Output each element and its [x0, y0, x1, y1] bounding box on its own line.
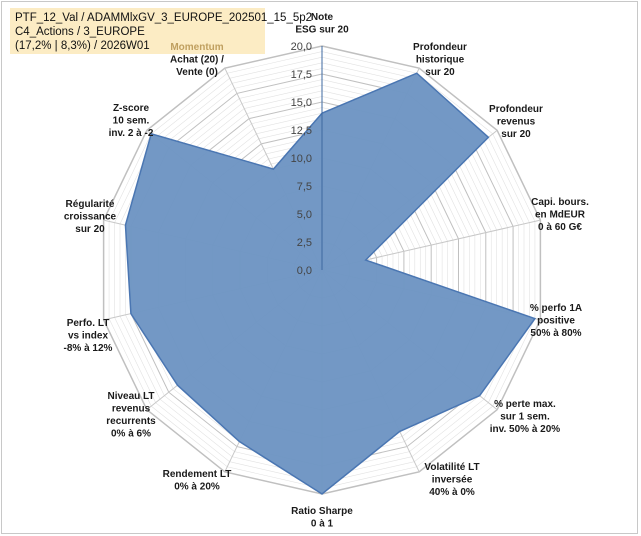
- axis-label-line: Achat (20) /: [170, 55, 224, 66]
- axis-label-0: Note ESG sur 20: [295, 12, 349, 36]
- axis-label-6: Volatilité LT inversée 40% à 0%: [424, 462, 479, 498]
- axis-label-line: 0% à 20%: [174, 482, 220, 493]
- chart-title-line-1: PTF_12_Val / ADAMMlxGV_3_EUROPE_202501_1…: [15, 12, 313, 24]
- axis-label-line: Niveau LT: [107, 391, 154, 402]
- axis-label-line: en MdEUR: [535, 210, 586, 221]
- axis-label-line: 40% à 0%: [429, 487, 475, 498]
- tick-label: 7,5: [297, 181, 312, 193]
- axis-label-line: Régularité: [66, 199, 115, 210]
- axis-label-4: % perfo 1A positive 50% à 80%: [530, 303, 582, 339]
- axis-label-line: 0 à 60 G€: [538, 222, 582, 233]
- data-series-area: [124, 72, 537, 495]
- chart-title-line-3: (17,2% | 8,3%) / 2026W01: [15, 40, 150, 52]
- axis-label-line: Vente (0): [176, 67, 218, 78]
- tick-label: 15,0: [291, 97, 312, 109]
- axis-label-line: Rendement LT: [163, 469, 232, 480]
- axis-label-9: Niveau LT revenus recurrents 0% à 6%: [106, 391, 156, 440]
- axis-label-line: -8% à 12%: [64, 343, 113, 354]
- axis-label-line: % perte max.: [494, 399, 556, 410]
- axis-label-line: sur 20: [501, 129, 531, 140]
- axis-label-3: Capi. bours. en MdEUR 0 à 60 G€: [531, 197, 589, 233]
- chart-title-box: PTF_12_Val / ADAMMlxGV_3_EUROPE_202501_1…: [10, 8, 313, 54]
- axis-label-line: Ratio Sharpe: [291, 506, 353, 517]
- axis-label-line: revenus: [112, 404, 151, 415]
- axis-label-13: Momentum Achat (20) / Vente (0): [170, 42, 224, 78]
- tick-label: 0,0: [297, 265, 312, 277]
- axis-label-line: 0% à 6%: [111, 429, 151, 440]
- axis-label-11: Régularité croissance sur 20: [64, 199, 117, 235]
- axis-label-2: Profondeur revenus sur 20: [489, 104, 543, 140]
- axis-label-line: recurrents: [106, 416, 156, 427]
- axis-label-line: 0 à 1: [311, 519, 334, 530]
- axis-label-line: Z-score: [113, 103, 150, 114]
- axis-label-line: Momentum: [170, 42, 223, 53]
- axis-label-line: Perfo. LT: [67, 318, 110, 329]
- axis-label-line: positive: [537, 316, 575, 327]
- axis-label-line: sur 20: [425, 67, 455, 78]
- axis-label-line: inversée: [432, 475, 473, 486]
- axis-label-12: Z-score 10 sem. inv. 2 à -2: [109, 103, 154, 139]
- axis-label-line: historique: [416, 55, 465, 66]
- tick-label: 10,0: [291, 153, 312, 165]
- axis-label-line: revenus: [497, 117, 536, 128]
- axis-label-line: Profondeur: [413, 42, 467, 53]
- chart-title-line-2: C4_Actions / 3_EUROPE: [15, 26, 145, 38]
- axis-label-line: inv. 50% à 20%: [490, 424, 561, 435]
- axis-label-5: % perte max. sur 1 sem. inv. 50% à 20%: [490, 399, 561, 435]
- axis-label-7: Ratio Sharpe 0 à 1: [291, 506, 353, 530]
- axis-label-line: Volatilité LT: [424, 462, 479, 473]
- axis-label-line: 50% à 80%: [530, 328, 581, 339]
- axis-label-10: Perfo. LT vs index -8% à 12%: [64, 318, 113, 354]
- tick-label: 2,5: [297, 237, 312, 249]
- axis-label-line: 10 sem.: [113, 116, 150, 127]
- axis-label-line: croissance: [64, 212, 117, 223]
- axis-label-line: Profondeur: [489, 104, 543, 115]
- axis-label-line: sur 1 sem.: [500, 412, 550, 423]
- axis-label-8: Rendement LT 0% à 20%: [163, 469, 232, 493]
- axis-label-line: Capi. bours.: [531, 197, 589, 208]
- tick-label: 5,0: [297, 209, 312, 221]
- axis-label-line: Note: [311, 12, 334, 23]
- tick-label: 20,0: [291, 41, 312, 53]
- axis-label-line: ESG sur 20: [295, 25, 349, 36]
- axis-label-line: sur 20: [75, 224, 105, 235]
- axis-label-line: vs index: [68, 331, 108, 342]
- axis-label-line: inv. 2 à -2: [109, 128, 154, 139]
- axis-label-1: Profondeur historique sur 20: [413, 42, 467, 78]
- tick-label: 12,5: [291, 125, 312, 137]
- axis-label-line: % perfo 1A: [530, 303, 582, 314]
- tick-label: 17,5: [291, 69, 312, 81]
